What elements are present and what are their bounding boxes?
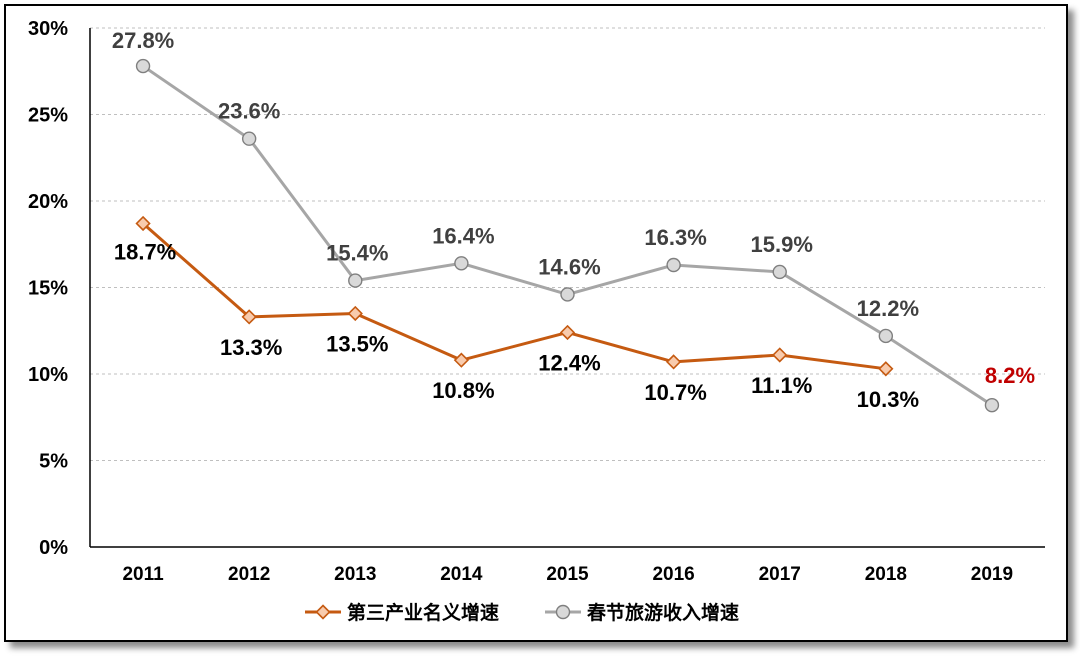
data-label: 11.1% [751,373,812,398]
data-label: 10.7% [644,380,706,405]
data-label: 15.9% [751,232,813,257]
y-tick-label: 10% [28,364,68,386]
axes [89,28,1045,548]
data-point-circle [878,328,894,344]
x-tick-label: 2019 [971,564,1013,585]
data-label: 13.3% [220,335,282,360]
y-tick-label: 15% [28,278,68,300]
data-point-diamond [665,354,682,370]
data-point-circle [135,58,151,74]
x-axis-ticks: 2011 2012 2013 2014 2015 2016 2017 2018 2019 [122,564,1013,585]
data-point-circle [454,256,469,271]
series-group [135,58,1000,413]
x-tick-label: 2012 [228,564,270,585]
data-label: 23.6% [218,99,280,124]
data-point-diamond [772,347,788,363]
y-tick-label: 20% [28,191,68,213]
data-point-diamond [559,324,576,341]
data-labels: 18.7% 13.3% 13.5% 10.8% 12.4% 10.7% 11.1% 10.3%… [112,28,1035,412]
data-point-diamond [135,215,151,232]
data-label: 8.2% [985,363,1035,388]
y-tick-label: 25% [28,105,68,127]
y-axis-ticks: 0% 5% 10% 15% 20% 25% 30% [28,18,68,559]
legend-marker-circle [555,604,571,620]
data-label: 12.2% [857,296,919,321]
data-label: 27.8% [112,28,174,53]
x-tick-label: 2011 [122,564,164,585]
x-tick-label: 2013 [334,564,376,585]
data-point-circle [560,287,575,302]
data-point-circle [348,273,363,288]
data-label: 15.4% [326,241,388,266]
data-label: 14.6% [538,254,600,279]
data-label: 13.5% [326,331,388,356]
data-point-diamond [241,309,257,325]
legend-marker-diamond [315,604,331,620]
x-tick-label: 2016 [652,564,694,585]
legend-label: 春节旅游收入增速 [587,601,739,624]
y-tick-label: 0% [39,537,68,559]
data-label: 16.4% [432,223,494,248]
data-label: 10.3% [857,387,919,412]
legend-label: 第三产业名义增速 [347,601,499,624]
series-line [142,222,887,371]
data-label: 18.7% [114,239,176,264]
x-tick-label: 2018 [865,564,907,585]
legend: 第三产业名义增速 春节旅游收入增速 [305,601,739,624]
chart-frame [4,4,1068,642]
data-label: 16.3% [644,225,706,250]
data-point-diamond [347,305,363,322]
x-tick-label: 2017 [759,564,801,585]
x-tick-label: 2015 [546,564,589,585]
data-point-circle [241,131,257,146]
data-point-circle [666,257,681,273]
y-tick-label: 30% [28,18,68,40]
data-point-diamond [453,352,470,368]
data-label: 10.8% [432,378,494,403]
data-point-diamond [878,361,894,377]
x-tick-label: 2014 [440,564,483,585]
data-label: 12.4% [538,350,600,375]
y-tick-label: 5% [39,451,68,473]
data-point-circle [772,264,787,280]
data-point-circle [984,397,1000,413]
